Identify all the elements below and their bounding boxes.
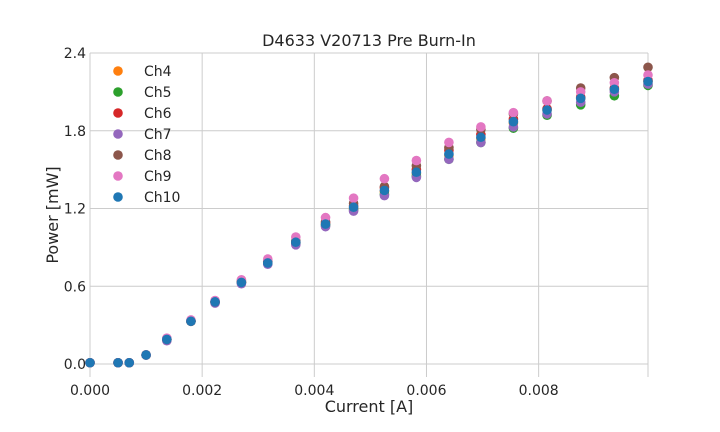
data-point-ch10 (186, 316, 196, 327)
legend-marker-ch4 (113, 66, 123, 76)
x-tick-labels: 0.000 0.002 0.004 0.006 0.008 (70, 383, 559, 399)
legend: Ch4 Ch5 Ch6 Ch7 Ch8 Ch9 Ch10 (113, 64, 180, 206)
y-tick-label: 0.6 (64, 279, 86, 295)
y-tick-label: 2.4 (64, 46, 86, 62)
legend-label-ch4: Ch4 (144, 64, 172, 80)
grid-lines (89, 52, 649, 377)
data-point-ch10 (141, 350, 151, 360)
legend-marker-ch7 (113, 129, 123, 139)
x-tick-label: 0.000 (70, 383, 110, 399)
y-tick-label: 0.0 (64, 357, 86, 373)
data-point-ch10 (542, 105, 552, 115)
y-axis-label: Power [mW] (43, 166, 62, 263)
x-tick-label: 0.004 (294, 383, 334, 399)
data-point-ch10 (236, 277, 247, 288)
y-tick-labels: 0.0 0.6 1.2 1.8 2.4 (64, 46, 86, 373)
legend-label-ch5: Ch5 (144, 85, 172, 101)
data-point-ch8 (643, 62, 653, 73)
data-point-ch10 (210, 297, 220, 307)
data-point-ch10 (411, 167, 422, 178)
data-point-ch10 (379, 185, 390, 196)
data-point-ch10 (124, 357, 135, 368)
legend-marker-ch9 (113, 171, 123, 181)
plot-area (90, 53, 648, 377)
data-point-ch9 (379, 173, 390, 184)
legend-label-ch10: Ch10 (144, 190, 180, 206)
data-point-ch10 (348, 202, 359, 213)
legend-marker-ch6 (113, 108, 123, 118)
data-point-ch10 (575, 93, 586, 104)
data-point-ch9 (508, 107, 519, 118)
data-point-ch10 (444, 149, 454, 159)
data-point-ch10 (643, 76, 653, 87)
data-point-ch10 (508, 116, 519, 127)
x-tick-label: 0.008 (519, 383, 559, 399)
legend-label-ch9: Ch9 (144, 169, 172, 185)
legend-marker-ch8 (113, 150, 123, 160)
x-axis-label: Current [A] (325, 397, 414, 416)
data-point-ch9 (411, 155, 422, 166)
data-point-ch9 (476, 122, 486, 132)
legend-marker-ch5 (113, 87, 123, 97)
x-tick-label: 0.002 (182, 383, 222, 399)
data-point-ch10 (113, 357, 123, 368)
data-point-ch9 (348, 193, 359, 203)
y-tick-label: 1.2 (64, 202, 86, 218)
data-point-ch10 (162, 334, 172, 345)
data-point-ch9 (542, 96, 552, 106)
y-tick-label: 1.8 (64, 124, 86, 140)
data-point-ch10 (291, 237, 301, 248)
legend-marker-ch10 (113, 192, 123, 202)
data-point-ch10 (320, 219, 331, 229)
data-point-ch10 (609, 84, 620, 95)
data-point-ch10 (262, 258, 273, 268)
data-point-ch10 (476, 132, 486, 143)
legend-label-ch6: Ch6 (144, 106, 172, 122)
data-point-ch9 (444, 137, 454, 148)
legend-label-ch7: Ch7 (144, 127, 172, 143)
data-points (85, 62, 653, 368)
chart-title: D4633 V20713 Pre Burn-In (262, 31, 476, 50)
data-point-ch10 (85, 357, 95, 368)
x-tick-label: 0.006 (406, 383, 446, 399)
legend-label-ch8: Ch8 (144, 148, 172, 164)
